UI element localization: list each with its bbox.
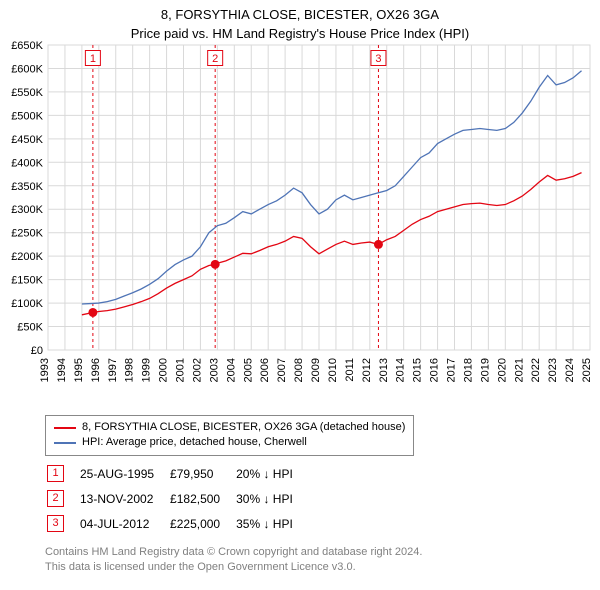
svg-text:2008: 2008 bbox=[293, 358, 305, 382]
attribution: Contains HM Land Registry data © Crown c… bbox=[45, 545, 590, 575]
svg-text:2001: 2001 bbox=[175, 358, 187, 382]
event-date: 13-NOV-2002 bbox=[80, 487, 168, 510]
svg-text:£100K: £100K bbox=[11, 298, 43, 310]
svg-text:2021: 2021 bbox=[513, 358, 525, 382]
svg-text:2025: 2025 bbox=[581, 358, 593, 382]
event-price: £79,950 bbox=[170, 462, 234, 485]
svg-text:£300K: £300K bbox=[11, 204, 43, 216]
svg-text:2022: 2022 bbox=[530, 358, 542, 382]
svg-text:2017: 2017 bbox=[446, 358, 458, 382]
event-hpi-rel: 30% ↓ HPI bbox=[236, 487, 307, 510]
svg-text:2004: 2004 bbox=[225, 358, 237, 382]
event-row: 1 25-AUG-1995£79,95020% ↓ HPI bbox=[47, 462, 307, 485]
svg-text:2000: 2000 bbox=[158, 358, 170, 382]
legend-label: HPI: Average price, detached house, Cher… bbox=[82, 435, 307, 450]
svg-text:3: 3 bbox=[375, 53, 381, 65]
chart-svg: £0 £50K £100K £150K £200K £250K £300K £350K £400… bbox=[0, 40, 600, 410]
svg-text:2013: 2013 bbox=[378, 358, 390, 382]
svg-text:2014: 2014 bbox=[395, 358, 407, 382]
svg-text:1994: 1994 bbox=[56, 358, 68, 382]
events-table: 1 25-AUG-1995£79,95020% ↓ HPI 2 13-NOV-2002… bbox=[45, 460, 309, 537]
svg-text:£500K: £500K bbox=[11, 110, 43, 122]
svg-text:2003: 2003 bbox=[208, 358, 220, 382]
svg-text:£50K: £50K bbox=[17, 322, 43, 334]
legend: 8, FORSYTHIA CLOSE, BICESTER, OX26 3GA (… bbox=[45, 415, 414, 456]
legend-label: 8, FORSYTHIA CLOSE, BICESTER, OX26 3GA (… bbox=[82, 420, 405, 435]
svg-text:£200K: £200K bbox=[11, 251, 43, 263]
svg-text:£0: £0 bbox=[31, 345, 43, 357]
svg-text:1995: 1995 bbox=[73, 358, 85, 382]
svg-text:£400K: £400K bbox=[11, 157, 43, 169]
svg-text:2009: 2009 bbox=[310, 358, 322, 382]
svg-text:2020: 2020 bbox=[496, 358, 508, 382]
legend-item: HPI: Average price, detached house, Cher… bbox=[54, 435, 405, 450]
svg-text:1998: 1998 bbox=[124, 358, 136, 382]
svg-text:2007: 2007 bbox=[276, 358, 288, 382]
svg-text:2012: 2012 bbox=[361, 358, 373, 382]
svg-text:2015: 2015 bbox=[412, 358, 424, 382]
svg-text:1996: 1996 bbox=[90, 358, 102, 382]
svg-text:2002: 2002 bbox=[191, 358, 203, 382]
svg-text:2023: 2023 bbox=[547, 358, 559, 382]
svg-text:£250K: £250K bbox=[11, 228, 43, 240]
svg-text:2010: 2010 bbox=[327, 358, 339, 382]
attribution-line: Contains HM Land Registry data © Crown c… bbox=[45, 545, 590, 560]
svg-text:2011: 2011 bbox=[344, 358, 356, 382]
svg-text:£350K: £350K bbox=[11, 181, 43, 193]
event-hpi-rel: 35% ↓ HPI bbox=[236, 512, 307, 535]
svg-text:1997: 1997 bbox=[107, 358, 119, 382]
event-marker-icon: 2 bbox=[47, 490, 64, 507]
svg-text:2019: 2019 bbox=[479, 358, 491, 382]
svg-text:2005: 2005 bbox=[242, 358, 254, 382]
event-row: 2 13-NOV-2002£182,50030% ↓ HPI bbox=[47, 487, 307, 510]
price-chart: £0 £50K £100K £150K £200K £250K £300K £350K £400… bbox=[0, 40, 600, 410]
svg-text:2018: 2018 bbox=[462, 358, 474, 382]
svg-text:£550K: £550K bbox=[11, 87, 43, 99]
event-date: 04-JUL-2012 bbox=[80, 512, 168, 535]
event-hpi-rel: 20% ↓ HPI bbox=[236, 462, 307, 485]
svg-text:£600K: £600K bbox=[11, 63, 43, 75]
svg-text:2006: 2006 bbox=[259, 358, 271, 382]
event-price: £182,500 bbox=[170, 487, 234, 510]
attribution-line: This data is licensed under the Open Gov… bbox=[45, 560, 590, 575]
svg-text:£650K: £650K bbox=[11, 40, 43, 52]
event-date: 25-AUG-1995 bbox=[80, 462, 168, 485]
legend-item: 8, FORSYTHIA CLOSE, BICESTER, OX26 3GA (… bbox=[54, 420, 405, 435]
svg-text:2016: 2016 bbox=[429, 358, 441, 382]
legend-swatch bbox=[54, 427, 76, 429]
svg-text:1999: 1999 bbox=[141, 358, 153, 382]
svg-text:1: 1 bbox=[90, 53, 96, 65]
event-marker-icon: 1 bbox=[47, 465, 64, 482]
event-marker-icon: 3 bbox=[47, 515, 64, 532]
svg-text:2024: 2024 bbox=[564, 358, 576, 382]
svg-text:£150K: £150K bbox=[11, 275, 43, 287]
event-price: £225,000 bbox=[170, 512, 234, 535]
svg-text:1993: 1993 bbox=[39, 358, 51, 382]
page-subtitle: Price paid vs. HM Land Registry's House … bbox=[0, 24, 600, 41]
svg-text:2: 2 bbox=[212, 53, 218, 65]
svg-text:£450K: £450K bbox=[11, 134, 43, 146]
event-row: 3 04-JUL-2012£225,00035% ↓ HPI bbox=[47, 512, 307, 535]
page-title: 8, FORSYTHIA CLOSE, BICESTER, OX26 3GA bbox=[0, 0, 600, 24]
legend-swatch bbox=[54, 442, 76, 444]
